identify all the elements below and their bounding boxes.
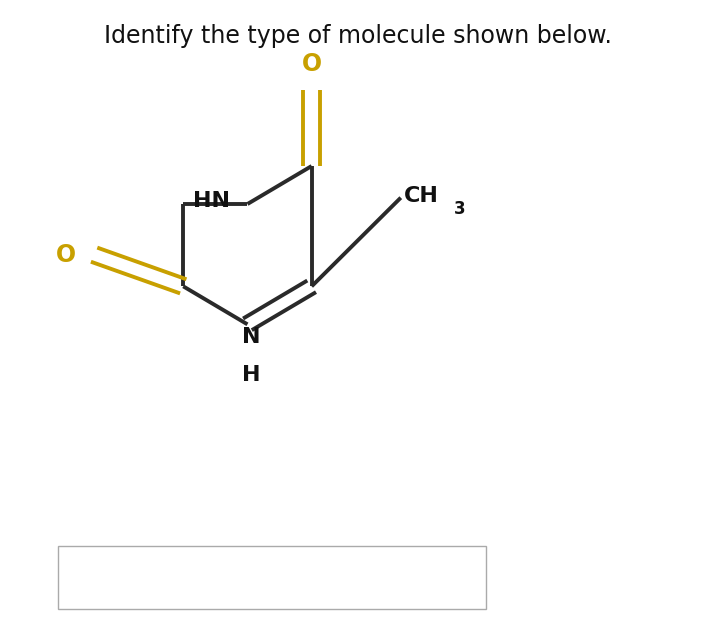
Text: Identify the type of molecule shown below.: Identify the type of molecule shown belo… <box>104 24 612 48</box>
Text: H: H <box>242 366 261 385</box>
Bar <box>59 546 486 609</box>
Text: O: O <box>301 52 321 76</box>
Text: 3: 3 <box>454 200 466 218</box>
Text: N: N <box>242 328 261 347</box>
Text: CH: CH <box>405 186 439 207</box>
Text: O: O <box>56 243 77 266</box>
Text: HN: HN <box>193 191 230 211</box>
